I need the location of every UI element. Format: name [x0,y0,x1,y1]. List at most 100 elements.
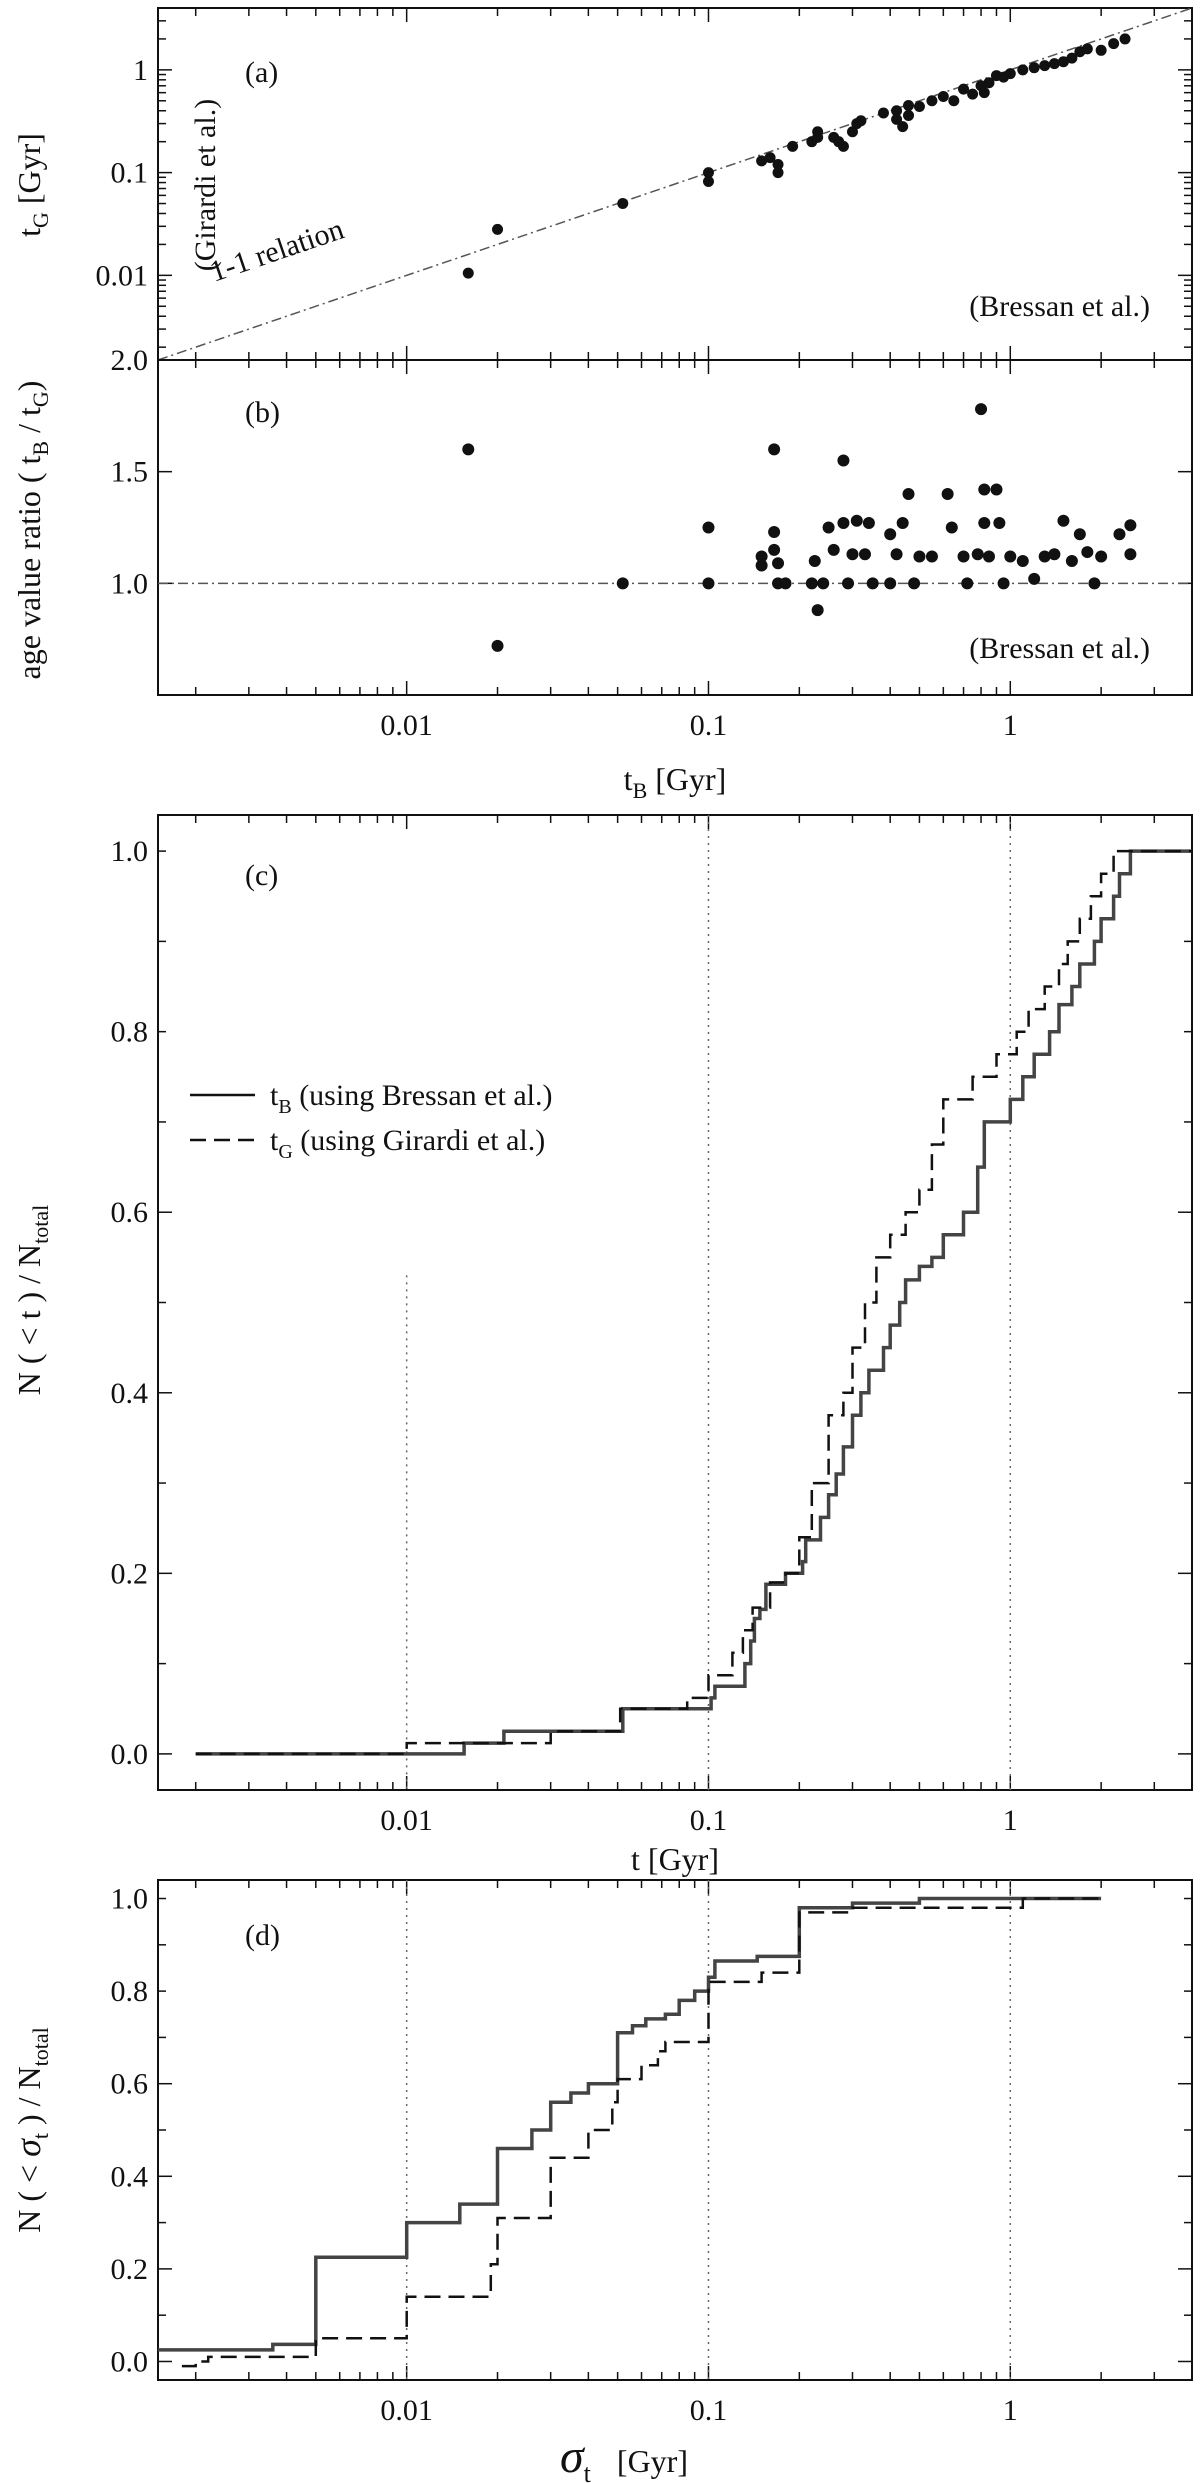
data-point [1017,64,1029,76]
y-tick-label: 0.8 [111,1975,149,2008]
data-point [768,543,781,556]
y-tick-label: 1 [133,54,148,87]
x-minor-ticks-c [194,815,1193,1790]
y-tick-label: 0.2 [111,1557,149,1590]
data-point [884,577,897,590]
y-tick-label: 1.0 [111,835,149,868]
data-point [967,88,979,100]
panel-label-b: (b) [245,396,280,429]
data-point [755,550,768,563]
data-point [891,113,903,125]
data-point [1004,68,1016,80]
data-point [846,548,859,561]
data-point [948,95,960,107]
data-point [702,167,714,179]
data-point [764,152,776,164]
data-point [902,488,915,500]
data-point [855,115,867,127]
y-axis-label-b: age value ratio ( tB / tG) [11,381,53,680]
x-axis-label-d: σt [Gyr] [560,2430,688,2483]
x-tick-label: 1 [1003,709,1018,742]
data-point [837,140,849,152]
data-point [971,548,984,561]
data-point [702,577,715,590]
data-point [903,99,915,111]
y-axis-label-d: N ( < σt ) / Ntotal [8,2027,53,2232]
y-tick-label: 0.6 [111,1196,149,1229]
data-point [1124,548,1137,561]
y-axis-label-c: N ( < t ) / Ntotal [11,1205,53,1395]
y-tick-label: 1.0 [111,1883,149,1916]
x-axis-label-c: t [Gyr] [631,1841,719,1877]
data-point [877,107,889,119]
data-point [913,550,926,563]
series-girardi-line [195,849,1192,1756]
data-point [913,100,925,112]
data-point [957,550,970,563]
data-point [1088,577,1101,590]
data-point [978,517,991,530]
data-point [756,155,768,167]
data-point [1124,519,1137,532]
legend-entry: tB (using Bressan et al.) [270,1079,552,1118]
data-point [975,403,988,416]
x-minor-ticks-d [194,1880,1193,2380]
data-point [937,91,949,103]
data-point [890,548,903,561]
data-point [926,95,938,107]
panel-label-c: (c) [245,859,278,892]
data-point [1108,38,1120,50]
data-point [1081,43,1093,55]
data-point [462,443,475,456]
data-point [1065,555,1078,567]
data-point [492,223,504,235]
y-tick-label: 0.1 [111,157,149,190]
data-point [837,517,850,530]
y-tick-label: 0.01 [96,259,149,292]
y-tick-label: 0.0 [111,1738,149,1771]
bressan-label: (Bressan et al.) [969,632,1150,665]
bressan-label: (Bressan et al.) [969,290,1150,323]
data-point [908,577,921,590]
y-tick-label: 0.6 [111,2068,149,2101]
data-point [1119,33,1131,45]
data-point [1038,550,1051,563]
y-tick-label: 0.4 [111,1377,149,1410]
data-point [837,454,850,467]
data-point [941,488,954,500]
x-axis-label-b: tB [Gyr] [624,761,727,803]
data-point [997,577,1010,590]
data-point [1073,528,1086,541]
data-point [787,140,799,152]
data-point [1028,572,1041,585]
data-point [1113,528,1126,541]
data-point [1081,546,1094,559]
data-point [945,521,958,534]
data-point [866,577,879,590]
data-point [1095,44,1107,56]
data-point [1028,62,1040,74]
data-point [978,87,990,99]
girardi-label: (Girardi et al.) [189,99,222,271]
y-axis-label-a: tG [Gyr] [11,133,53,237]
x-minor-ticks-b [194,360,1193,695]
x-tick-label: 0.1 [690,709,728,742]
x-tick-label: 0.01 [380,2394,433,2427]
data-point [812,131,824,143]
data-point [891,105,903,117]
panel-d-frame [157,1879,1193,2381]
data-point [462,267,474,279]
data-point [958,83,970,95]
data-point [897,121,909,133]
x-tick-label: 0.1 [690,1804,728,1837]
data-point [805,577,818,590]
data-point [822,521,835,534]
one-to-one-line [157,7,1193,361]
data-point [755,559,768,572]
data-point [768,443,781,456]
data-point [862,517,875,530]
data-point [903,109,915,121]
data-point [925,550,938,563]
data-point [1004,550,1017,563]
series-bressan-line [158,1896,1102,2352]
